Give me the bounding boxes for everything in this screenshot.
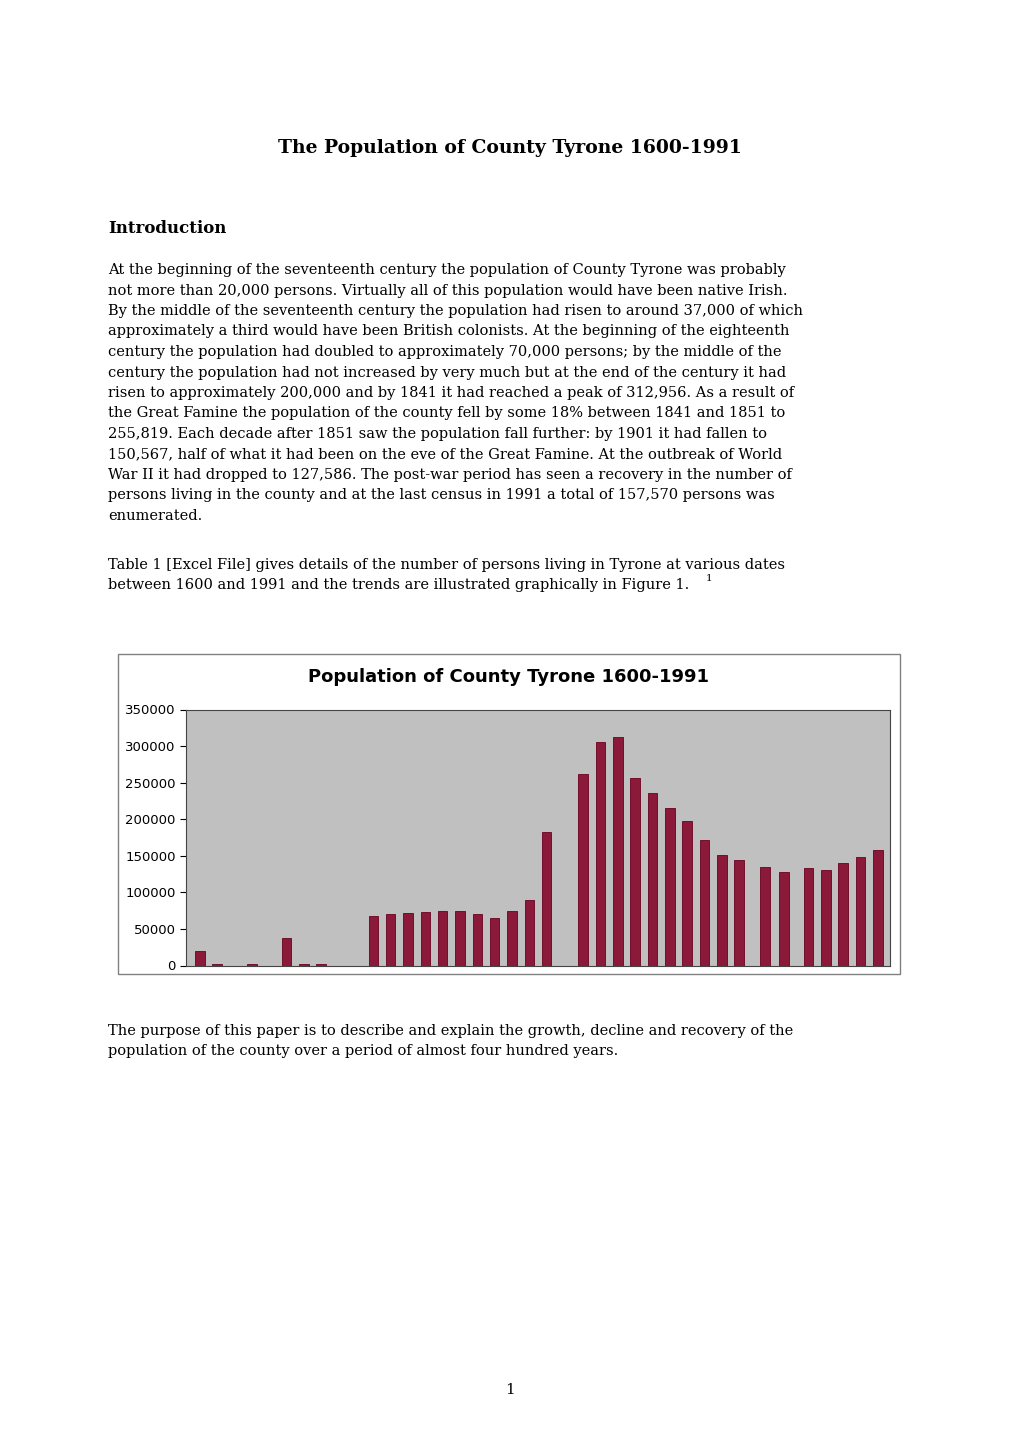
Bar: [647, 793, 656, 966]
Bar: [759, 867, 769, 966]
Bar: [595, 743, 604, 966]
Bar: [118, 653, 899, 973]
Text: 1: 1: [705, 574, 712, 583]
Bar: [716, 855, 726, 966]
Text: The Population of County Tyrone 1600-1991: The Population of County Tyrone 1600-199…: [278, 138, 741, 157]
Bar: [472, 914, 482, 966]
Bar: [612, 737, 622, 966]
Bar: [734, 861, 743, 966]
Text: At the beginning of the seventeenth century the population of County Tyrone was : At the beginning of the seventeenth cent…: [108, 262, 785, 277]
Bar: [855, 857, 864, 966]
Bar: [281, 939, 291, 966]
Text: War II it had dropped to 127,586. The post-war period has seen a recovery in the: War II it had dropped to 127,586. The po…: [108, 469, 791, 482]
Bar: [779, 872, 789, 966]
Text: 255,819. Each decade after 1851 saw the population fall further: by 1901 it had : 255,819. Each decade after 1851 saw the …: [108, 427, 766, 441]
Text: approximately a third would have been British colonists. At the beginning of the: approximately a third would have been Br…: [108, 324, 789, 339]
Bar: [541, 832, 551, 966]
Text: the Great Famine the population of the county fell by some 18% between 1841 and : the Great Famine the population of the c…: [108, 407, 785, 421]
Bar: [699, 839, 708, 966]
Text: century the population had doubled to approximately 70,000 persons; by the middl: century the population had doubled to ap…: [108, 345, 781, 359]
Bar: [403, 913, 413, 966]
Text: Introduction: Introduction: [108, 221, 226, 236]
Bar: [247, 965, 257, 966]
Bar: [682, 822, 691, 966]
Bar: [820, 871, 829, 966]
Bar: [195, 950, 205, 966]
Bar: [489, 919, 499, 966]
Text: enumerated.: enumerated.: [108, 509, 202, 523]
Bar: [524, 900, 534, 966]
Text: 1: 1: [504, 1383, 515, 1397]
Text: By the middle of the seventeenth century the population had risen to around 37,0: By the middle of the seventeenth century…: [108, 304, 802, 319]
Text: century the population had not increased by very much but at the end of the cent: century the population had not increased…: [108, 365, 786, 379]
Text: Population of County Tyrone 1600-1991: Population of County Tyrone 1600-1991: [308, 669, 709, 686]
Text: not more than 20,000 persons. Virtually all of this population would have been n: not more than 20,000 persons. Virtually …: [108, 284, 787, 297]
Bar: [385, 914, 395, 966]
Bar: [803, 868, 812, 966]
Text: population of the county over a period of almost four hundred years.: population of the county over a period o…: [108, 1044, 618, 1058]
Bar: [212, 965, 222, 966]
Bar: [420, 913, 430, 966]
Text: The purpose of this paper is to describe and explain the growth, decline and rec: The purpose of this paper is to describe…: [108, 1024, 793, 1037]
Text: 150,567, half of what it had been on the eve of the Great Famine. At the outbrea: 150,567, half of what it had been on the…: [108, 447, 782, 461]
Bar: [437, 911, 447, 966]
Text: Table 1 [Excel File] gives details of the number of persons living in Tyrone at : Table 1 [Excel File] gives details of th…: [108, 558, 785, 571]
Bar: [872, 851, 881, 966]
Text: persons living in the county and at the last census in 1991 a total of 157,570 p: persons living in the county and at the …: [108, 489, 774, 502]
Bar: [838, 864, 847, 966]
Bar: [316, 965, 326, 966]
Bar: [578, 774, 587, 966]
Bar: [454, 911, 465, 966]
Bar: [299, 965, 309, 966]
Bar: [630, 779, 639, 966]
Text: between 1600 and 1991 and the trends are illustrated graphically in Figure 1.: between 1600 and 1991 and the trends are…: [108, 578, 689, 593]
Bar: [664, 809, 674, 966]
Text: risen to approximately 200,000 and by 1841 it had reached a peak of 312,956. As : risen to approximately 200,000 and by 18…: [108, 386, 794, 399]
Bar: [506, 911, 517, 966]
Bar: [368, 916, 378, 966]
